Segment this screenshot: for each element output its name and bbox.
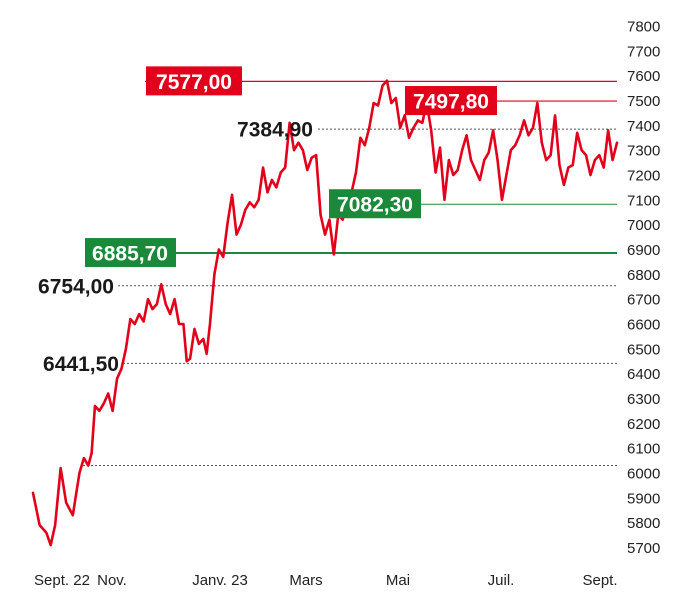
y-tick-label: 7600: [627, 68, 660, 85]
y-tick-label: 6900: [627, 242, 660, 259]
level-label-6754-00: 6754,00: [38, 275, 114, 298]
y-tick-label: 6000: [627, 466, 660, 483]
x-tick-label: Juil.: [488, 572, 515, 589]
y-tick-label: 6700: [627, 292, 660, 309]
level-box-6885-70: [85, 238, 176, 268]
level-label-7497-80: 7497,80: [413, 91, 489, 114]
y-tick-label: 6300: [627, 391, 660, 408]
level-label-7384-90: 7384,90: [237, 119, 313, 142]
x-axis: Sept. 22 Nov. Janv. 23 Mars Mai Juil. Sept.: [34, 572, 617, 589]
x-tick-label: Mai: [386, 572, 410, 589]
y-tick-label: 6600: [627, 317, 660, 334]
y-tick-label: 5700: [627, 540, 660, 557]
level-box-7497-80: [405, 86, 497, 116]
y-tick-label: 6500: [627, 341, 660, 358]
x-tick-label: Sept.: [582, 572, 617, 589]
level-label-6885-70: 6885,70: [92, 243, 168, 266]
y-axis: 5700 5800 5900 6000 6100 6200 6300 6400 6500 6600…: [627, 19, 660, 558]
series-line: [31, 79, 619, 547]
price-series: [31, 79, 619, 547]
level-box-7577-00: [146, 66, 242, 96]
level-lines: [83, 80, 617, 467]
y-tick-label: 7800: [627, 19, 660, 36]
level-label-6441-50: 6441,50: [43, 353, 119, 376]
level-labels: 7577,00 7497,80 7384,90 7082,30 6885,70 6754,…: [38, 66, 497, 376]
y-tick-label: 7500: [627, 93, 660, 110]
y-tick-label: 5800: [627, 515, 660, 532]
y-tick-label: 5900: [627, 490, 660, 507]
x-tick-label: Nov.: [97, 572, 127, 589]
level-label-7577-00: 7577,00: [156, 71, 232, 94]
x-tick-label: Janv. 23: [192, 572, 248, 589]
y-tick-label: 7400: [627, 118, 660, 135]
x-tick-label: Mars: [289, 572, 322, 589]
y-tick-label: 7100: [627, 192, 660, 209]
level-label-7082-30: 7082,30: [337, 194, 413, 217]
y-tick-label: 7200: [627, 168, 660, 185]
x-tick-label: Sept. 22: [34, 572, 90, 589]
y-tick-label: 7700: [627, 43, 660, 60]
y-tick-label: 7300: [627, 143, 660, 160]
y-tick-label: 6400: [627, 366, 660, 383]
y-tick-label: 6100: [627, 441, 660, 458]
y-tick-label: 6800: [627, 267, 660, 284]
y-tick-label: 7000: [627, 217, 660, 234]
level-box-7082-30: [329, 189, 421, 219]
y-tick-label: 6200: [627, 416, 660, 433]
